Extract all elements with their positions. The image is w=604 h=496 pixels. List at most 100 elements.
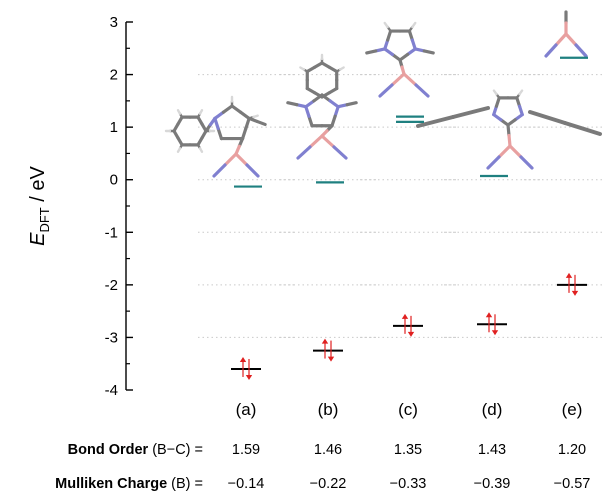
molecule-b [286,53,358,160]
electron-pair-icon [321,338,335,362]
bond [402,72,418,87]
electron-pair-icon [401,313,415,337]
bond [245,163,260,178]
bond [365,49,378,55]
bond [304,99,316,109]
bond [198,109,204,115]
gridlines [198,74,604,338]
row-value: 1.35 [394,442,422,458]
spin-up-head [321,338,329,344]
spin-down-head [245,374,253,380]
y-tick-label: -1 [105,224,118,241]
bond [312,93,324,103]
bond [492,89,498,96]
electron-pair-icon [485,312,499,336]
spin-down-head [491,330,499,336]
bond [198,147,204,153]
row-value: −0.14 [228,476,265,492]
bond [345,101,358,107]
bond [176,109,182,115]
bond [307,114,314,128]
row-value: 1.46 [314,442,342,458]
bond [244,116,251,131]
bond [486,155,501,170]
bond [378,83,394,98]
bond [508,144,523,159]
row-label: Mulliken Charge (B) = [55,476,203,492]
case-label: (c) [398,400,418,419]
bond [328,99,340,109]
bond [255,119,267,127]
bond [422,49,435,55]
bond [320,93,332,103]
bond [518,89,524,96]
y-tick-label: -4 [105,382,118,399]
bond [390,72,406,87]
bond [574,43,588,58]
labels: (a) (b) (c) (d) (e) Bond Order (B−C) = 1.59 1.4… [55,400,590,492]
row-label: Bond Order (B−C) = [68,442,203,458]
bond [234,152,249,167]
bond [333,105,340,118]
row-value: 1.20 [558,442,586,458]
bond [216,126,224,141]
molecule-d [416,89,602,170]
y-tick-label: -3 [105,329,118,346]
spin-up-head [239,356,247,362]
bond [383,21,389,29]
energy-levels [231,56,588,380]
y-tick-label: 1 [110,119,118,136]
bond [320,134,336,149]
bond [554,32,568,47]
bond [563,121,602,136]
bond [308,134,324,149]
case-label: (a) [236,400,257,419]
electron-pair-icon [239,356,253,380]
bond [507,133,512,148]
y-axis-label: EDFT / eV [27,165,52,245]
spin-up-head [565,272,573,278]
bond [304,105,311,118]
bond [240,126,248,141]
row-value: −0.33 [390,476,427,492]
bond [212,163,227,178]
row-value: 1.43 [478,442,506,458]
bond [414,83,430,98]
y-axis: 3 2 1 0 -1 -2 -3 -4 EDFT / eV [27,14,133,399]
spin-up-head [401,313,409,319]
bond [223,152,238,167]
spin-up-head [485,312,493,318]
molecule-c [365,21,435,98]
bond [252,114,259,119]
bond [221,104,234,114]
electron-pair-icon [565,272,579,296]
case-label: (d) [482,400,503,419]
case-label: (b) [318,400,339,419]
bond [213,110,226,121]
bond [230,104,243,114]
molecule-structures [164,10,602,178]
spin-down-head [327,356,335,362]
bond [564,32,578,47]
y-tick-label: 2 [110,67,118,84]
row-value: −0.39 [474,476,511,492]
spin-down-head [571,290,579,296]
spin-down-head [407,331,415,337]
bond [416,115,455,128]
row-value: 1.59 [232,442,260,458]
bond [411,21,417,29]
bond [519,155,534,170]
bond [208,116,217,127]
y-tick-label: -2 [105,277,118,294]
bond [296,145,312,160]
case-label: (e) [562,400,583,419]
bond [332,145,348,160]
bond [338,66,345,71]
bond [451,106,490,119]
bond [544,43,558,58]
bond [330,114,337,128]
y-tick-label: 0 [110,172,118,189]
bond [299,66,306,71]
bond [238,110,251,121]
